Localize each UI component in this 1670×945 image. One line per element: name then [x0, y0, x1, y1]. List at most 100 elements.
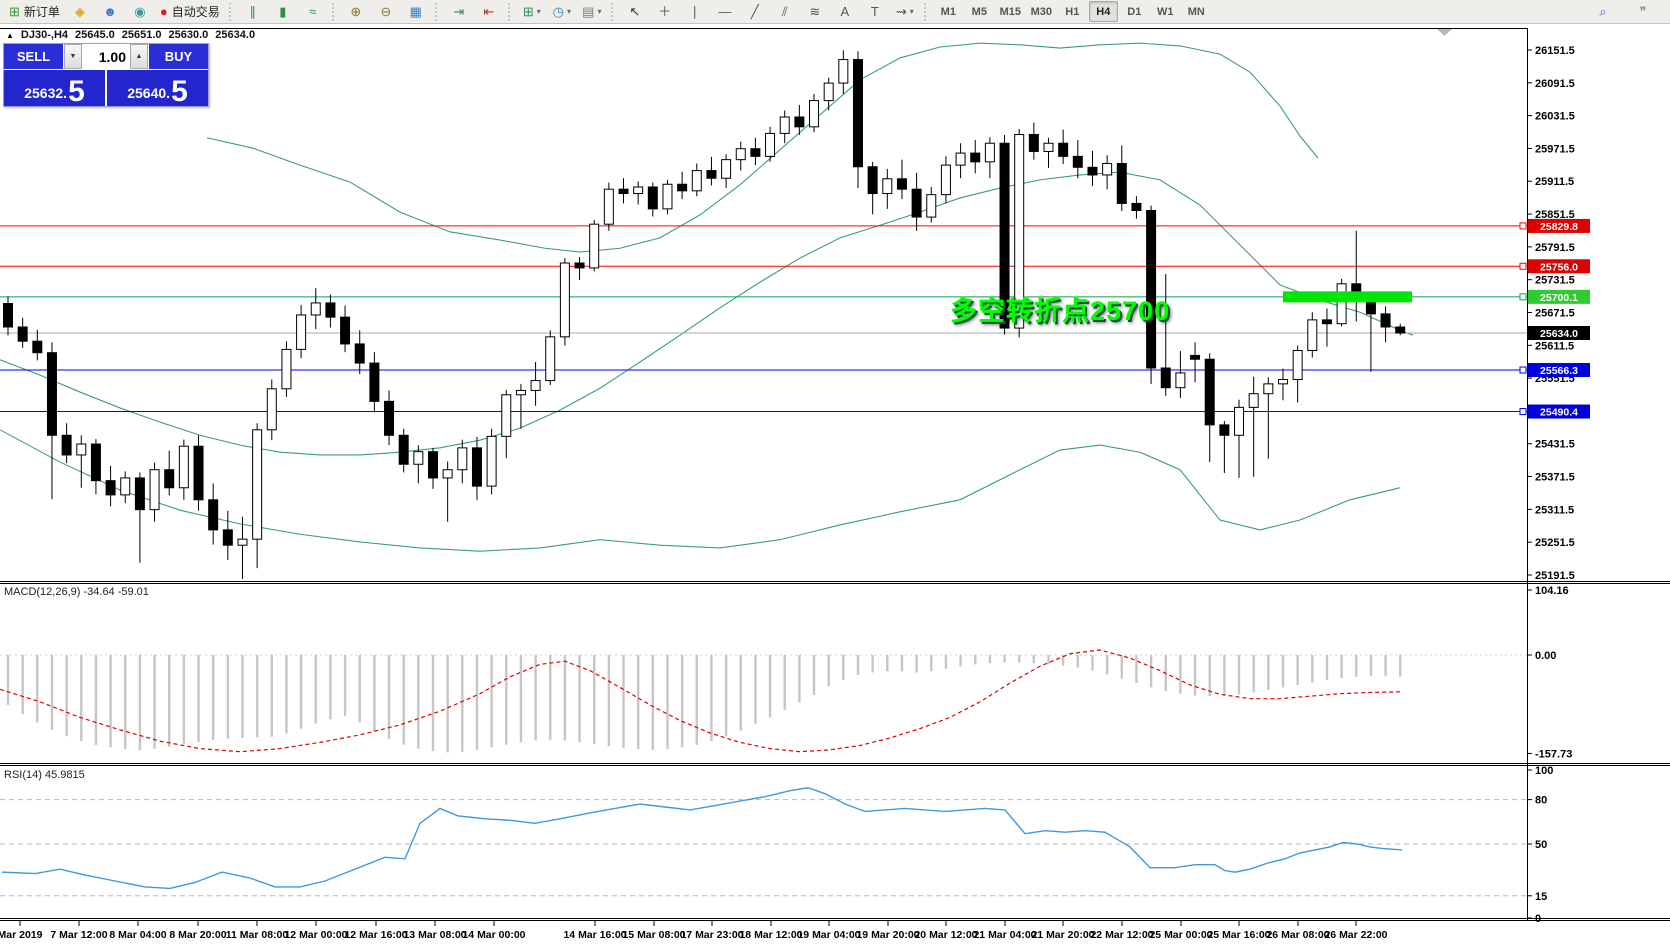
sell-button[interactable]: SELL: [4, 44, 63, 69]
crosshair-icon[interactable]: ＋: [651, 1, 679, 23]
tile-windows-icon[interactable]: ▦: [402, 1, 430, 23]
time-tick-label: 17 Mar 23:00: [680, 929, 743, 941]
symbol-name: DJ30-,H4: [20, 29, 68, 41]
horizontal-line-icon[interactable]: —: [711, 1, 739, 23]
new-order-button-label: 新订单: [23, 5, 60, 19]
periods-icon[interactable]: ◷ ▾: [548, 1, 576, 23]
candle-bullish: [530, 380, 541, 391]
price-tick-label: 25911.5: [1535, 176, 1574, 188]
line-endpoint-marker[interactable]: [1519, 408, 1527, 416]
signals-icon[interactable]: ◉: [126, 1, 154, 23]
price-tick-label: 25851.5: [1535, 209, 1575, 221]
zoom-in-icon[interactable]: ⊕: [342, 1, 370, 23]
line-endpoint-marker[interactable]: [1519, 293, 1527, 301]
styles-icon[interactable]: ◆: [66, 1, 94, 23]
line-endpoint-marker[interactable]: [1519, 262, 1527, 270]
price-tick-label: 25191.5: [1535, 570, 1575, 582]
timeframe-h1-button[interactable]: H1: [1065, 5, 1080, 18]
current-price-label-box: [1528, 326, 1590, 341]
ohlc-open: 25645.0: [75, 29, 115, 41]
indicators-icon[interactable]: ⊞ ▾: [518, 1, 546, 23]
ohlc-low: 25630.0: [168, 29, 209, 41]
line-endpoint-marker[interactable]: [1519, 222, 1527, 230]
candle-bearish: [208, 499, 219, 531]
hline-price-label: 25829.8: [1540, 221, 1578, 233]
candle-bullish: [237, 538, 248, 546]
pane-divider: [0, 28, 1527, 29]
toolbar-separator: [923, 2, 929, 21]
hline-price-label: 25700.1: [1540, 292, 1578, 304]
timeframe-h4-button[interactable]: H4: [1088, 1, 1118, 22]
main-toolbar: ⊞ 新订单 ◆ ☻ ◉ ● 自动交易 ∥ ▮ ≈ ⊕ ⊖ ▦ ⇥ ⇤ ⊞ ▾ ◷ ▾ ▤ ▾ ↖ ＋ ∣ — ╱ ⫽ ≋ A T ⇝ ▾ M1 M…: [0, 0, 1670, 24]
chevron-down-icon: ▾: [909, 7, 914, 16]
timeframe-mn-button[interactable]: MN: [1187, 5, 1205, 18]
hline-price-label: 25490.4: [1540, 407, 1578, 419]
timeframe-m30-button[interactable]: M30: [1030, 5, 1052, 18]
chart-annotation-text: 多空转折点25700: [950, 296, 1171, 326]
periods-icon-glyph: ◷: [552, 4, 564, 19]
candle-bullish: [1175, 372, 1186, 389]
fibonacci-icon[interactable]: ≋: [801, 1, 829, 23]
price-tick-label: 25611.5: [1535, 340, 1574, 352]
candle-bullish: [1263, 383, 1274, 395]
support-highlight-bar[interactable]: [1283, 291, 1412, 303]
candle-bearish: [1028, 133, 1039, 152]
timeframe-d1-button[interactable]: D1: [1127, 5, 1142, 18]
zoom-out-icon[interactable]: ⊖: [372, 1, 400, 23]
chevron-down-icon: ▾: [566, 7, 571, 16]
buy-price-button[interactable]: 25640. 5: [106, 70, 208, 106]
candle-bullish: [926, 194, 937, 218]
line-endpoint-marker[interactable]: [1519, 366, 1527, 374]
toolbar-separator: [507, 2, 513, 21]
candle-bearish: [1380, 313, 1391, 328]
volume-increase-button[interactable]: ▲: [130, 44, 148, 69]
channel-icon[interactable]: ⫽: [771, 1, 799, 23]
market-watch-icon[interactable]: ☻: [96, 1, 124, 23]
candle-bullish: [76, 443, 87, 456]
templates-icon[interactable]: ▤ ▾: [578, 1, 606, 23]
label-icon[interactable]: T: [861, 1, 889, 23]
hline-price-label: 25756.0: [1540, 261, 1578, 273]
volume-input[interactable]: [82, 44, 130, 69]
one-click-trading-widget: SELL ▼ ▲ BUY 25632. 5 25640. 5: [3, 43, 209, 107]
candle-bearish: [618, 188, 629, 195]
autotrading-button-label: 自动交易: [171, 5, 220, 19]
candle-bullish: [589, 223, 600, 269]
volume-box: ▼ ▲: [63, 44, 149, 69]
timeframe-m5-button[interactable]: M5: [971, 5, 987, 18]
timeframe-w1-button[interactable]: W1: [1157, 5, 1174, 18]
chart-shift-marker-icon[interactable]: [1437, 29, 1452, 36]
candle-bullish: [955, 152, 966, 166]
time-tick-label: 19 Mar 20:00: [856, 929, 919, 941]
bar-chart-icon[interactable]: ∥: [239, 1, 267, 23]
candle-bearish: [427, 451, 438, 479]
chart-shift-icon[interactable]: ⇤: [475, 1, 503, 23]
timeframe-m15-button[interactable]: M15: [999, 5, 1021, 18]
candle-bearish: [911, 188, 922, 218]
new-order-button[interactable]: ⊞ 新订单: [5, 1, 64, 23]
autotrading-button[interactable]: ● 自动交易: [156, 1, 224, 23]
candle-bearish: [999, 142, 1010, 329]
new-order-glyph: ⊞: [9, 4, 20, 19]
vertical-line-icon[interactable]: ∣: [681, 1, 709, 23]
buy-button[interactable]: BUY: [149, 44, 208, 69]
autoscroll-icon[interactable]: ⇥: [445, 1, 473, 23]
candlestick-chart-icon[interactable]: ▮: [269, 1, 297, 23]
text-icon[interactable]: A: [831, 1, 859, 23]
trendline-icon[interactable]: ╱: [741, 1, 769, 23]
line-chart-icon[interactable]: ≈: [299, 1, 327, 23]
candle-bearish: [1058, 142, 1069, 157]
volume-decrease-button[interactable]: ▼: [64, 44, 82, 69]
search-icon[interactable]: ⌕: [1599, 3, 1607, 19]
candle-bullish: [281, 348, 292, 390]
indicators-icon-glyph: ⊞: [522, 4, 534, 19]
arrows-icon[interactable]: ⇝ ▾: [891, 1, 919, 23]
timeframe-m1-button[interactable]: M1: [940, 5, 956, 18]
hline-price-label-box: [1528, 404, 1590, 419]
chat-icon[interactable]: ❞: [1639, 3, 1647, 19]
sell-price-button[interactable]: 25632. 5: [4, 70, 106, 106]
candle-bullish: [457, 447, 468, 471]
cursor-icon[interactable]: ↖: [621, 1, 649, 23]
